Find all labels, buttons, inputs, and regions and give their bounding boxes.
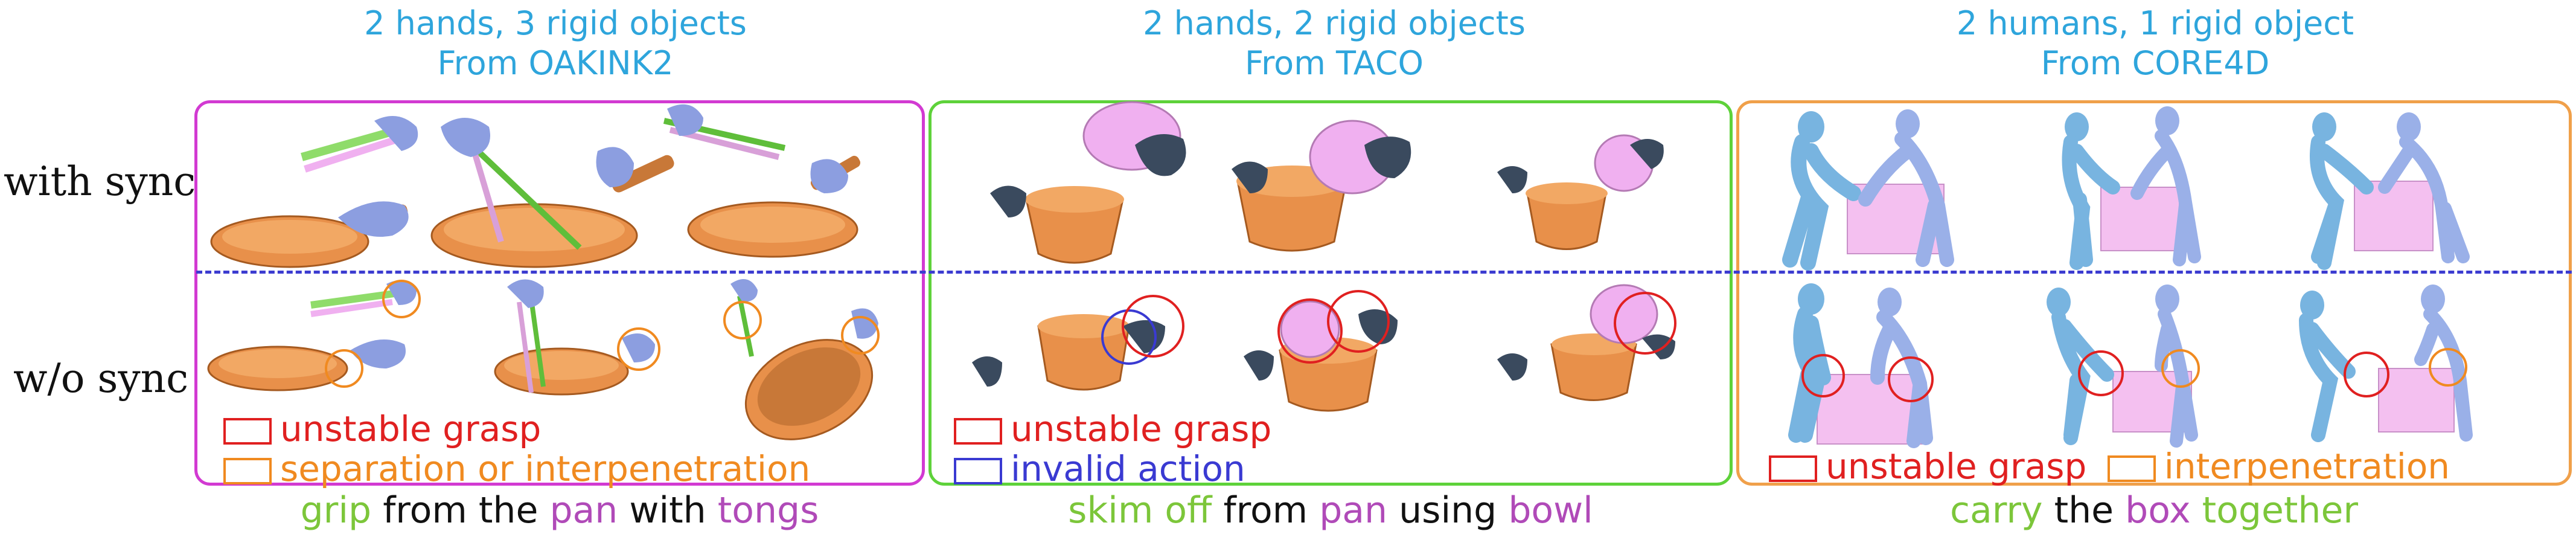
pan-tongs-scene-4 <box>207 280 421 391</box>
column-title-taco: 2 hands, 2 rigid objects From TACO <box>930 4 1739 83</box>
caption-panel3: carry the box together <box>1736 489 2572 532</box>
humans-box-scene-5 <box>2047 285 2200 448</box>
caption-object: bowl <box>1508 489 1593 532</box>
bowl-pot-scene-1 <box>990 101 1186 264</box>
column-title-line2: From CORE4D <box>2041 44 2270 82</box>
pan-tongs-scene-5 <box>494 279 660 396</box>
legend-panel2: unstable grasp invalid action <box>954 408 1272 489</box>
column-title-line1: 2 hands, 2 rigid objects <box>1143 4 1526 42</box>
column-title-line1: 2 hands, 3 rigid objects <box>364 4 747 42</box>
caption-word: the <box>2054 489 2114 532</box>
humans-box-scene-1 <box>1782 109 1954 271</box>
caption-verb: carry <box>1949 489 2043 532</box>
caption-word: with <box>629 489 706 532</box>
legend-separation-label: separation or interpenetration <box>280 448 811 489</box>
caption-object: pan <box>1319 489 1388 532</box>
legend-invalid-label: invalid action <box>1011 448 1245 489</box>
legend-unstable-label: unstable grasp <box>1826 446 2087 487</box>
legend-separation: separation or interpenetration <box>223 448 811 489</box>
row-label-without-sync: w/o sync <box>13 355 189 402</box>
legend-unstable-label: unstable grasp <box>280 408 542 449</box>
pan-tongs-scene-2 <box>430 118 674 268</box>
caption-object: tongs <box>717 489 819 532</box>
caption-verb: together <box>2202 489 2359 532</box>
row-label-with-sync: with sync <box>4 158 196 205</box>
caption-verb: skim off <box>1068 489 1212 532</box>
legend-red-box-icon <box>1769 455 1817 482</box>
caption-object: box <box>2125 489 2191 532</box>
legend-invalid-action: invalid action <box>954 448 1271 489</box>
pan-tongs-scene-6 <box>723 279 880 440</box>
sync-divider-line <box>196 271 2572 274</box>
panel-oakink2 <box>194 100 925 486</box>
caption-word: from <box>1223 489 1308 532</box>
legend-blue-box-icon <box>954 457 1002 484</box>
legend-orange-box-icon <box>2107 455 2156 482</box>
legend-unstable-label: unstable grasp <box>1011 408 1272 449</box>
bowl-pot-scene-4 <box>972 295 1184 391</box>
humans-box-scene-3 <box>2310 112 2470 270</box>
column-title-line1: 2 humans, 1 rigid object <box>1956 4 2354 42</box>
panel-core4d <box>1736 100 2572 486</box>
legend-unstable-grasp: unstable grasp <box>954 408 1272 449</box>
caption-verb: grip <box>300 489 372 532</box>
legend-red-box-icon <box>954 417 1002 445</box>
bowl-pot-scene-6 <box>1497 284 1676 401</box>
bowl-pot-scene-3 <box>1497 134 1664 250</box>
legend-panel1: unstable grasp separation or interpenetr… <box>223 408 811 489</box>
legend-interpenetration-label: interpenetration <box>2164 446 2450 487</box>
caption-object: pan <box>549 489 618 532</box>
caption-panel1: grip from the pan with tongs <box>194 489 925 532</box>
legend-unstable-grasp: unstable grasp <box>223 408 810 449</box>
humans-box-scene-6 <box>2299 285 2473 442</box>
legend-panel3: unstable grasp interpenetration <box>1769 446 2450 487</box>
pan-tongs-scene-1 <box>210 116 418 268</box>
column-title-line2: From OAKINK2 <box>437 44 674 82</box>
column-title-core4d: 2 humans, 1 rigid object From CORE4D <box>1739 4 2572 83</box>
pan-tongs-scene-3 <box>663 104 861 258</box>
legend-red-box-icon <box>223 417 272 445</box>
caption-panel2: skim off from pan using bowl <box>928 489 1733 532</box>
humans-box-scene-2 <box>2062 106 2201 270</box>
humans-box-scene-4 <box>1788 283 1934 448</box>
bowl-pot-scene-5 <box>1244 290 1398 412</box>
caption-word: using <box>1399 489 1497 532</box>
column-title-line2: From TACO <box>1245 44 1424 82</box>
column-title-oakink2: 2 hands, 3 rigid objects From OAKINK2 <box>193 4 918 83</box>
panel-taco <box>928 100 1733 486</box>
legend-orange-box-icon <box>223 457 272 484</box>
bowl-pot-scene-2 <box>1232 120 1411 252</box>
caption-word: from the <box>383 489 539 532</box>
